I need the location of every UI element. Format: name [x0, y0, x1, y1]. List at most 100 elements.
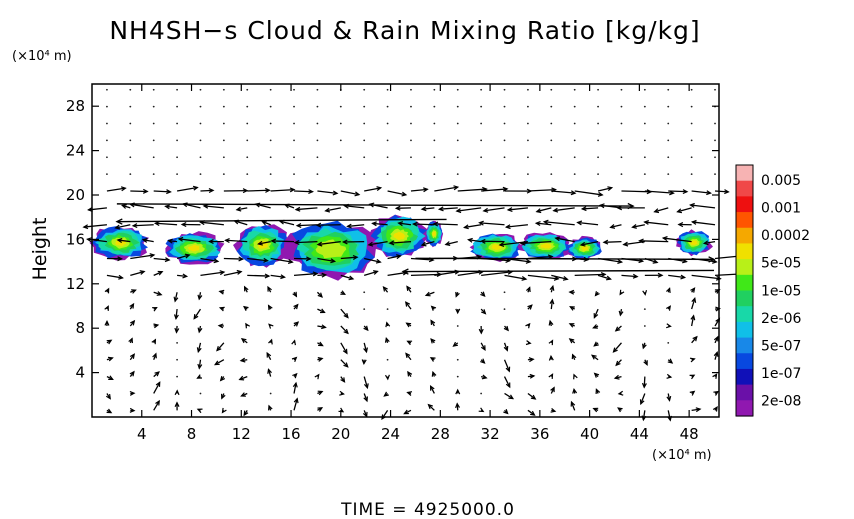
wind-arrow-head — [383, 391, 389, 397]
wind-arrow-head — [293, 397, 299, 404]
wind-arrow-head — [525, 322, 531, 329]
wind-arrow-head — [305, 256, 312, 262]
wind-arrow — [200, 221, 224, 226]
wind-arrow-head — [193, 314, 199, 320]
grid-dot — [503, 105, 506, 108]
wind-arrow-head — [712, 406, 718, 412]
wind-arrow — [130, 203, 154, 209]
grid-dot — [503, 291, 506, 294]
wind-arrow-head — [348, 275, 355, 281]
wind-arrow-head — [702, 240, 709, 246]
wind-arrow-head — [715, 275, 722, 281]
wind-arrow-head — [319, 308, 326, 314]
wind-arrow-head — [657, 272, 664, 278]
wind-arrow-head — [149, 253, 156, 258]
wind-arrow-head — [267, 285, 272, 292]
wind-arrow-head — [218, 289, 225, 295]
wind-arrow-head — [595, 388, 601, 394]
grid-dot — [643, 308, 646, 311]
wind-arrow — [317, 257, 335, 263]
wind-arrow-head — [151, 338, 157, 345]
y-axis-ticks: 4 8 12 16 20 24 28 — [66, 97, 719, 382]
wind-arrow-head — [590, 354, 597, 360]
grid-dot — [433, 122, 436, 125]
grid-dot — [480, 105, 483, 108]
wind-arrow-head — [534, 221, 541, 227]
wind-arrow — [668, 190, 688, 193]
wind-arrow-head — [455, 308, 461, 315]
cloud-patch — [282, 220, 379, 281]
wind-arrow-head — [641, 382, 647, 389]
wind-arrow — [457, 271, 483, 277]
wind-arrow-head — [280, 274, 286, 280]
grid-dot — [176, 88, 178, 91]
wind-arrow-head — [184, 253, 191, 259]
wind-arrow-head — [129, 302, 135, 309]
wind-arrow-head — [217, 323, 224, 329]
colorbar-swatch — [736, 368, 753, 386]
grid-dot — [363, 88, 366, 91]
wind-arrow-head — [341, 239, 348, 245]
grid-dot — [386, 308, 389, 311]
grid-dot — [597, 122, 599, 125]
wind-arrow — [550, 299, 554, 310]
wind-arrow-head — [173, 314, 179, 320]
wind-arrow-head — [164, 204, 170, 210]
wind-arrow-head — [219, 375, 226, 382]
grid-dot — [152, 105, 155, 108]
wind-arrow — [433, 223, 458, 226]
wind-arrow — [551, 274, 568, 280]
grid-dot — [176, 122, 178, 125]
wind-arrow — [153, 400, 160, 411]
wind-arrow — [295, 207, 318, 211]
wind-arrow-head — [444, 241, 451, 246]
wind-arrow-head — [622, 241, 629, 247]
wind-arrow-head — [197, 294, 203, 301]
grid-dot — [620, 105, 623, 108]
wind-arrow-head — [264, 273, 271, 279]
wind-arrow-head — [267, 368, 272, 374]
grid-dot — [129, 156, 132, 159]
wind-arrow-head — [642, 290, 648, 296]
grid-dot — [573, 88, 576, 91]
wind-arrow-head — [453, 185, 460, 191]
y-tick-label: 8 — [75, 319, 85, 337]
wind-arrow — [692, 221, 716, 226]
wind-arrow-head — [692, 335, 698, 342]
grid-dot — [293, 173, 295, 176]
wind-arrow — [536, 207, 552, 213]
wind-arrow-head — [481, 374, 488, 380]
wind-arrow-head — [287, 259, 294, 264]
wind-arrow-head — [480, 358, 486, 364]
wind-arrow-head — [240, 392, 246, 397]
grid-dot — [199, 139, 202, 142]
wind-arrow — [691, 274, 721, 280]
wind-arrow-head — [676, 208, 683, 214]
wind-arrow-head — [367, 241, 374, 247]
wind-arrow-head — [317, 357, 324, 362]
wind-arrow-head — [405, 352, 411, 359]
wind-arrow-head — [437, 206, 444, 212]
wind-arrow — [613, 342, 622, 353]
wind-arrow — [178, 238, 201, 243]
colorbar-swatch — [736, 384, 753, 401]
wind-arrow-head — [293, 303, 299, 310]
grid-dot — [503, 88, 506, 91]
wind-arrow-head — [116, 238, 123, 244]
wind-arrow-head — [455, 402, 461, 409]
wind-arrow-head — [86, 237, 92, 243]
wind-arrow-head — [105, 394, 111, 400]
wind-arrow — [200, 271, 225, 277]
wind-arrow-head — [321, 324, 327, 330]
wind-arrow — [642, 410, 646, 420]
wind-arrow — [234, 220, 248, 226]
grid-dot — [527, 139, 529, 142]
grid-dot — [129, 122, 132, 125]
grid-dot — [339, 122, 342, 125]
grid-dot — [667, 139, 670, 142]
wind-arrow-head — [548, 373, 554, 379]
wind-arrow-head — [243, 410, 249, 417]
wind-arrow — [317, 240, 341, 246]
wind-arrow — [456, 207, 482, 212]
grid-dot — [643, 325, 646, 327]
